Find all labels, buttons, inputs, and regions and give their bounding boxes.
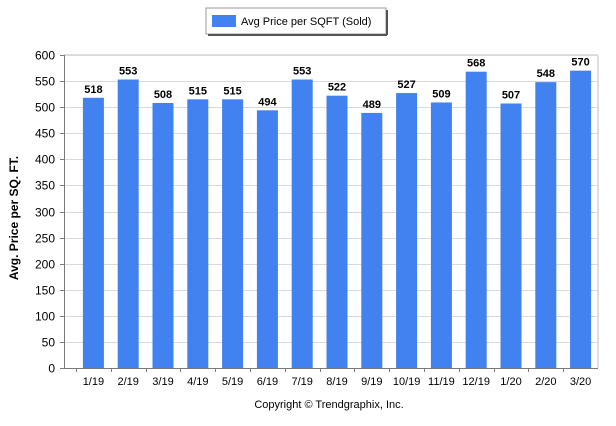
bar xyxy=(430,102,452,368)
x-tick-label: 3/20 xyxy=(570,376,591,388)
x-tick-label: 1/20 xyxy=(500,376,521,388)
x-tick-label: 7/19 xyxy=(291,376,312,388)
legend-label: Avg Price per SQFT (Sold) xyxy=(241,16,371,28)
legend-swatch xyxy=(212,15,236,27)
data-labels: 518 553 508 515 515 494 553 522 489 527 509 568 507 5… xyxy=(84,57,590,111)
x-tick-label: 5/19 xyxy=(222,376,243,388)
data-label: 508 xyxy=(154,89,172,101)
data-label: 527 xyxy=(397,79,415,91)
x-tick-label: 2/20 xyxy=(535,376,556,388)
x-tick-label: 4/19 xyxy=(187,376,208,388)
data-label: 548 xyxy=(537,68,555,80)
data-label: 494 xyxy=(258,96,277,108)
data-label: 570 xyxy=(571,57,589,69)
data-label: 507 xyxy=(502,90,520,102)
bar xyxy=(117,79,139,369)
x-tick-label: 12/19 xyxy=(462,376,490,388)
y-tick-label: 450 xyxy=(35,127,55,141)
y-tick-label: 200 xyxy=(35,258,55,272)
y-axis-label: Avg. Price per SQ. FT. xyxy=(7,156,21,280)
bar xyxy=(500,103,522,368)
legend: Avg Price per SQFT (Sold) xyxy=(205,7,388,36)
x-tick-label: 10/19 xyxy=(393,376,421,388)
bar xyxy=(361,112,383,368)
bar xyxy=(187,99,209,368)
y-tick-label: 550 xyxy=(35,75,55,89)
copyright-text: Copyright © Trendgraphix, Inc. xyxy=(254,399,403,411)
bars xyxy=(82,70,592,369)
y-tick-label: 600 xyxy=(35,49,55,63)
bar xyxy=(256,110,278,369)
y-tick-label: 350 xyxy=(35,179,55,193)
data-label: 522 xyxy=(328,82,346,94)
y-tick-label: 250 xyxy=(35,232,55,246)
x-tick-label: 11/19 xyxy=(428,376,455,388)
x-tick-label: 1/19 xyxy=(83,376,104,388)
y-tick-label: 400 xyxy=(35,153,55,167)
x-tick-label: 8/19 xyxy=(326,376,347,388)
bar xyxy=(291,79,313,369)
bar xyxy=(152,102,174,369)
x-tick-label: 6/19 xyxy=(257,376,278,388)
data-label: 553 xyxy=(293,66,311,78)
bar xyxy=(535,82,557,368)
bar xyxy=(465,71,487,368)
data-label: 515 xyxy=(189,85,207,97)
data-label: 518 xyxy=(84,84,102,96)
x-tick-label: 3/19 xyxy=(152,376,173,388)
y-tick-label: 150 xyxy=(35,284,55,298)
y-tick-label: 50 xyxy=(42,336,56,350)
bar xyxy=(570,70,592,369)
y-axis: 0 50 100 150 200 250 300 350 400 450 500 550 600 xyxy=(35,49,65,376)
data-label: 515 xyxy=(223,85,241,97)
data-label: 553 xyxy=(119,66,137,78)
y-tick-label: 100 xyxy=(35,310,55,324)
data-label: 509 xyxy=(432,88,450,100)
x-axis: 1/19 2/19 3/19 4/19 5/19 6/19 7/19 8/19 9/19 10/1… xyxy=(64,368,598,388)
bar xyxy=(222,99,244,368)
bar xyxy=(396,93,418,368)
y-tick-label: 500 xyxy=(35,101,55,115)
bar xyxy=(326,95,348,368)
data-label: 489 xyxy=(363,99,381,111)
data-label: 568 xyxy=(467,58,485,70)
y-tick-label: 0 xyxy=(48,362,55,376)
bar xyxy=(82,97,104,368)
x-tick-label: 2/19 xyxy=(117,376,138,388)
y-tick-label: 300 xyxy=(35,206,55,220)
x-tick-label: 9/19 xyxy=(361,376,382,388)
